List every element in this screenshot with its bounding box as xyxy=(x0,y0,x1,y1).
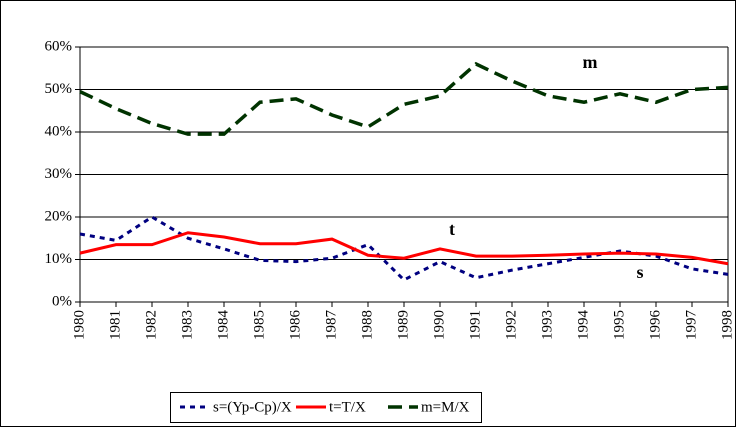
x-tick-label: 1998 xyxy=(719,310,735,340)
x-tick-label: 1984 xyxy=(215,310,231,341)
series-line xyxy=(79,215,729,282)
x-tick-label: 1989 xyxy=(395,310,411,340)
x-tick-label: 1987 xyxy=(323,310,339,341)
y-tick-label: 0% xyxy=(52,293,72,309)
x-tick-label: 1981 xyxy=(107,310,123,340)
y-tick-label: 20% xyxy=(45,208,73,224)
x-tick-label: 1996 xyxy=(647,310,663,341)
x-tick-label: 1980 xyxy=(71,310,87,340)
legend: s=(Yp-Cp)/X t=T/X m=M/X xyxy=(170,392,482,423)
legend-label: s=(Yp-Cp)/X xyxy=(213,399,292,415)
y-tick-label: 30% xyxy=(45,166,73,182)
legend-label: t=T/X xyxy=(329,399,366,415)
x-tick-label: 1993 xyxy=(539,310,555,340)
annotation: t xyxy=(449,219,455,239)
series-line xyxy=(79,61,729,136)
annotation: s xyxy=(636,262,643,282)
x-tick-label: 1997 xyxy=(683,310,699,341)
series-line xyxy=(79,231,729,266)
x-tick-label: 1992 xyxy=(503,310,519,340)
x-tick-label: 1986 xyxy=(287,310,303,341)
x-tick-label: 1988 xyxy=(359,310,375,340)
y-tick-label: 40% xyxy=(45,123,73,139)
y-tick-label: 50% xyxy=(45,81,73,97)
x-tick-label: 1982 xyxy=(143,310,159,340)
x-tick-label: 1991 xyxy=(467,310,483,340)
y-tick-label: 10% xyxy=(45,251,73,267)
legend-label: m=M/X xyxy=(421,399,470,415)
y-tick-label: 60% xyxy=(45,38,73,54)
x-tick-label: 1985 xyxy=(251,310,267,340)
x-tick-label: 1995 xyxy=(611,310,627,340)
x-tick-label: 1983 xyxy=(179,310,195,340)
x-tick-label: 1994 xyxy=(575,310,591,341)
annotation: m xyxy=(583,52,598,72)
x-tick-label: 1990 xyxy=(431,310,447,340)
